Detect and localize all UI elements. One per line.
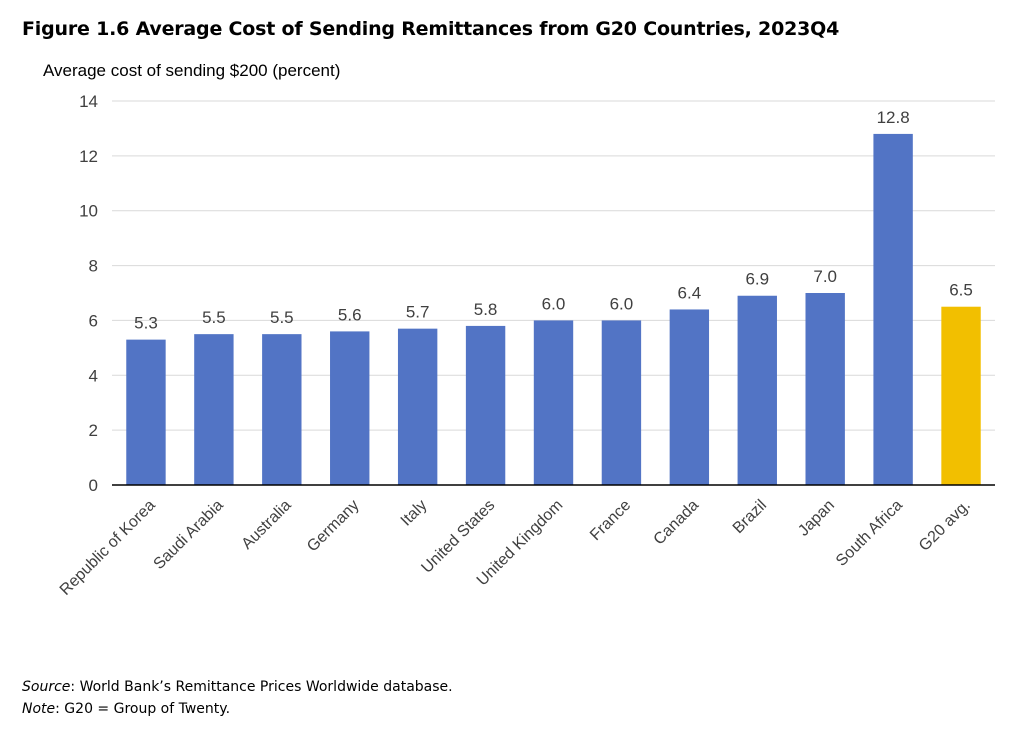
bar-value-label: 6.4 bbox=[678, 283, 702, 302]
y-tick-label: 4 bbox=[89, 366, 98, 385]
y-tick-label: 14 bbox=[79, 92, 98, 111]
bar-value-label: 12.8 bbox=[877, 108, 910, 127]
bars bbox=[126, 133, 981, 485]
bar-value-label: 6.0 bbox=[610, 294, 634, 313]
bar-value-label: 5.6 bbox=[338, 305, 362, 324]
x-tick-label: Brazil bbox=[730, 497, 770, 537]
bar-value-label: 5.7 bbox=[406, 303, 430, 322]
x-tick-label: Japan bbox=[795, 497, 838, 540]
x-tick-label: Canada bbox=[651, 497, 703, 549]
x-tick-label: Saudi Arabia bbox=[151, 497, 227, 573]
x-tick-label: G20 avg. bbox=[916, 497, 974, 555]
footnotes: Source: World Bank’s Remittance Prices W… bbox=[22, 676, 453, 720]
y-tick-label: 10 bbox=[79, 202, 98, 221]
bar bbox=[737, 295, 777, 485]
bar bbox=[941, 306, 981, 485]
bar-value-label: 7.0 bbox=[813, 267, 837, 286]
bar bbox=[330, 331, 370, 485]
note-label: Note bbox=[22, 701, 56, 717]
bar bbox=[805, 293, 845, 485]
bar-value-label: 6.9 bbox=[745, 270, 769, 289]
bar-value-label: 5.5 bbox=[270, 308, 294, 327]
y-tick-label: 2 bbox=[89, 421, 98, 440]
y-tick-label: 12 bbox=[79, 147, 98, 166]
bar bbox=[601, 320, 642, 485]
bar bbox=[465, 325, 506, 485]
bar bbox=[126, 339, 166, 485]
y-tick-label: 0 bbox=[89, 476, 98, 495]
bar bbox=[669, 309, 710, 485]
x-tick-label: Germany bbox=[304, 497, 363, 556]
y-axis-label: Average cost of sending $200 (percent) bbox=[43, 61, 340, 80]
source-label: Source bbox=[22, 679, 71, 695]
bar-value-label: 5.8 bbox=[474, 300, 498, 319]
bar-value-label: 5.3 bbox=[134, 314, 158, 333]
x-tick-label: Italy bbox=[398, 497, 431, 530]
note-text: : G20 = Group of Twenty. bbox=[55, 701, 231, 717]
bar-chart: Average cost of sending $200 (percent) 0… bbox=[43, 61, 995, 599]
bar bbox=[397, 328, 438, 485]
x-tick-label: South Africa bbox=[833, 497, 906, 570]
source-note: Source: World Bank’s Remittance Prices W… bbox=[22, 676, 453, 698]
bar-value-label: 6.5 bbox=[949, 281, 973, 300]
bar bbox=[873, 133, 913, 485]
bar bbox=[262, 334, 302, 485]
bar bbox=[533, 320, 574, 485]
bar-value-label: 6.0 bbox=[542, 294, 566, 313]
source-text: : World Bank’s Remittance Prices Worldwi… bbox=[70, 679, 453, 695]
x-tick-label: Republic of Korea bbox=[57, 497, 159, 599]
y-tick-label: 8 bbox=[89, 257, 98, 276]
bar-value-labels: 5.3 5.5 5.5 5.6 5.7 5.8 6.0 6.0 6.4 6.9 7.0 12.8 6.5 bbox=[134, 108, 973, 333]
x-tick-label: France bbox=[587, 497, 634, 544]
y-tick-label: 6 bbox=[89, 311, 98, 330]
figure-title: Figure 1.6 Average Cost of Sending Remit… bbox=[22, 18, 840, 40]
x-tick-label: Australia bbox=[239, 497, 295, 553]
note: Note: G20 = Group of Twenty. bbox=[22, 698, 453, 720]
y-axis-ticks: 0 2 4 6 8 10 12 14 bbox=[79, 92, 98, 495]
bar bbox=[194, 334, 234, 485]
bar-value-label: 5.5 bbox=[202, 308, 226, 327]
